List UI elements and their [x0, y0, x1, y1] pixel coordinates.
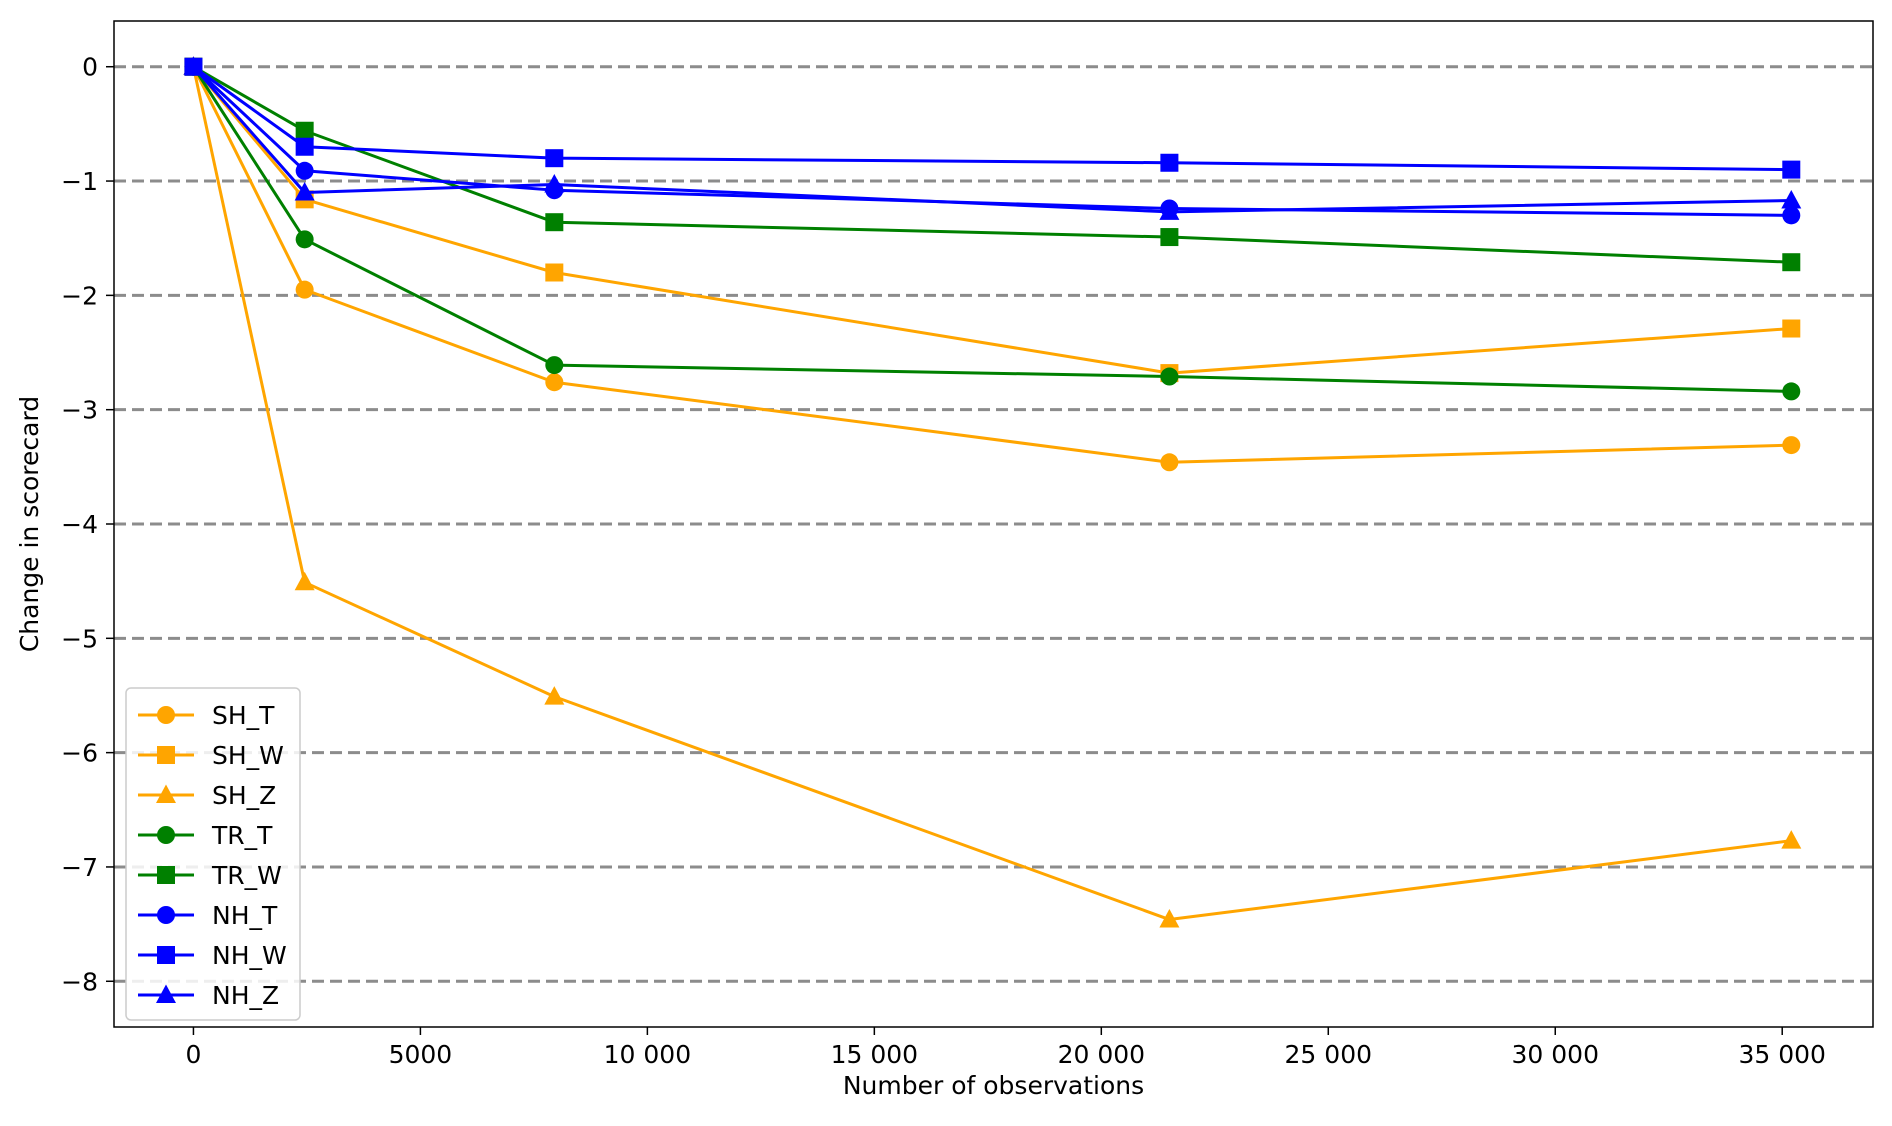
- data-point: [157, 866, 175, 884]
- legend-item-tr-w: TR_W: [138, 861, 282, 890]
- y-tick-label: 0: [82, 53, 98, 82]
- y-tick-label: −7: [61, 853, 98, 882]
- series-line: [192, 66, 1792, 464]
- data-point: [545, 213, 564, 232]
- y-tick-label: −5: [61, 624, 98, 653]
- series-tr-w: [184, 57, 1801, 272]
- data-point: [1159, 201, 1180, 220]
- legend-item-sh-t: SH_T: [138, 701, 275, 730]
- x-tick-label: 0: [185, 1040, 201, 1069]
- legend-item-tr-t: TR_T: [138, 821, 273, 850]
- series-line: [192, 65, 1792, 375]
- legend-item-nh-t: NH_T: [138, 901, 278, 930]
- x-tick-label: 30 000: [1512, 1040, 1599, 1069]
- data-point: [156, 784, 176, 803]
- y-tick-label: −4: [61, 510, 98, 539]
- data-point: [295, 121, 314, 140]
- data-point: [545, 356, 564, 375]
- legend-item-nh-w: NH_W: [138, 941, 287, 970]
- legend-label: TR_T: [211, 821, 273, 850]
- series-sh-z: [183, 56, 1802, 928]
- series-line: [192, 65, 1792, 172]
- series-nh-w: [184, 57, 1801, 179]
- data-point: [295, 230, 314, 249]
- data-point: [294, 571, 315, 591]
- data-point: [545, 263, 564, 282]
- x-tick-label: 15 000: [831, 1040, 918, 1069]
- legend-item-nh-z: NH_Z: [138, 981, 279, 1010]
- data-point: [1782, 382, 1801, 401]
- data-point: [183, 56, 204, 75]
- legend-label: NH_T: [212, 901, 278, 930]
- x-tick-label: 10 000: [604, 1040, 691, 1069]
- data-point: [1781, 189, 1802, 209]
- data-point: [157, 706, 175, 724]
- data-point: [1160, 153, 1179, 172]
- series-sh-t: [184, 57, 1801, 472]
- series-line: [192, 65, 1792, 214]
- series-nh-t: [184, 57, 1801, 225]
- x-tick-label: 35 000: [1738, 1040, 1825, 1069]
- series-nh-z: [183, 56, 1802, 220]
- data-point: [295, 280, 314, 299]
- x-axis-label: Number of observations: [843, 1071, 1144, 1100]
- data-point: [294, 181, 315, 201]
- data-point: [157, 746, 175, 764]
- data-point: [1160, 453, 1179, 472]
- legend-label: NH_Z: [212, 981, 279, 1010]
- y-tick-label: −3: [61, 396, 98, 425]
- data-point: [157, 946, 175, 964]
- y-tick-label: −1: [61, 167, 98, 196]
- data-point: [1782, 206, 1801, 225]
- data-point: [295, 137, 314, 156]
- data-point: [1160, 367, 1179, 386]
- y-tick-label: −2: [61, 281, 98, 310]
- data-point: [1782, 160, 1801, 179]
- legend-item-sh-z: SH_Z: [138, 781, 276, 810]
- data-point: [544, 173, 565, 193]
- y-tick-label: −8: [61, 967, 98, 996]
- legend-label: TR_W: [211, 861, 282, 890]
- data-point: [1160, 228, 1179, 247]
- legend-box: [125, 687, 301, 1021]
- data-point: [1782, 436, 1801, 455]
- legend-label: NH_W: [212, 941, 287, 970]
- series-line: [191, 66, 1792, 922]
- series-group: [183, 56, 1802, 928]
- x-axis: 0 5000 10 000 15 000 20 000 25 000 30 000 35 00…: [185, 1027, 1826, 1069]
- data-point: [157, 906, 175, 924]
- data-point: [545, 373, 564, 392]
- data-point: [1782, 253, 1801, 272]
- data-point: [156, 984, 176, 1003]
- legend: SH_T SH_W SH_Z TR_T TR_W NH_T NH_W NH_Z: [125, 687, 301, 1021]
- x-tick-label: 5000: [389, 1040, 453, 1069]
- data-point: [295, 161, 314, 180]
- x-tick-label: 20 000: [1058, 1040, 1145, 1069]
- legend-label: SH_T: [212, 701, 275, 730]
- legend-item-sh-w: SH_W: [138, 741, 284, 770]
- y-axis-label: Change in scorecard: [15, 396, 44, 652]
- data-point: [1159, 909, 1180, 928]
- y-axis: 0 −1 −2 −3 −4 −5 −6 −7 −8: [61, 53, 114, 996]
- x-tick-label: 25 000: [1285, 1040, 1372, 1069]
- legend-label: SH_W: [212, 741, 284, 770]
- data-point: [1781, 830, 1802, 849]
- data-point: [544, 686, 565, 705]
- series-line: [192, 65, 1792, 217]
- data-point: [545, 149, 564, 168]
- series-tr-t: [184, 57, 1801, 401]
- legend-label: SH_Z: [212, 781, 276, 810]
- data-point: [1782, 319, 1801, 338]
- y-tick-label: −6: [61, 739, 98, 768]
- series-line: [192, 65, 1792, 264]
- data-point: [157, 826, 175, 844]
